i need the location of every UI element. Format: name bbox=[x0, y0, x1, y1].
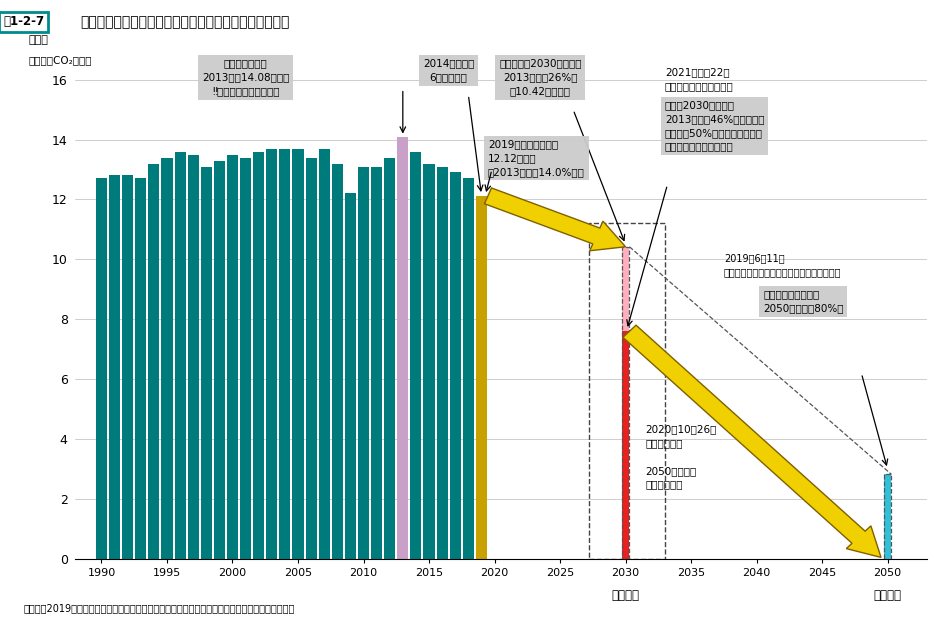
Bar bbox=[884, 474, 891, 559]
Text: 長期目標: 長期目標 bbox=[873, 589, 901, 602]
Bar bbox=[622, 331, 630, 559]
Text: 2019年6月11日
パリ協定に基づく成長戦略としての長期戦略: 2019年6月11日 パリ協定に基づく成長戦略としての長期戦略 bbox=[724, 253, 841, 277]
Polygon shape bbox=[485, 188, 626, 251]
Text: 2021年４月22日
温対本部・気候サミット: 2021年４月22日 温対本部・気候サミット bbox=[665, 68, 734, 91]
Bar bbox=[253, 152, 264, 559]
Polygon shape bbox=[623, 325, 881, 558]
Bar bbox=[476, 196, 487, 559]
Bar bbox=[371, 166, 382, 559]
Bar bbox=[344, 194, 356, 559]
Bar bbox=[384, 158, 395, 559]
Text: 新たな2030年度目標
2013年度比46%減を目指す
さらに、50%の高みに向けて、
挑戦を続けてまいります: 新たな2030年度目標 2013年度比46%減を目指す さらに、50%の高みに向… bbox=[665, 101, 764, 152]
Bar bbox=[136, 178, 147, 559]
Text: 排出量: 排出量 bbox=[28, 35, 48, 45]
Text: 基準年度排出量
2013年度14.08億トン
‼削減目標決定時の数値: 基準年度排出量 2013年度14.08億トン ‼削減目標決定時の数値 bbox=[202, 58, 289, 96]
Text: これまでの長期目標
2050年までに80%減: これまでの長期目標 2050年までに80%減 bbox=[763, 289, 844, 313]
Text: これまでの2030年度目標
2013年度比26%減
（10.42億トン）: これまでの2030年度目標 2013年度比26%減 （10.42億トン） bbox=[499, 58, 582, 96]
Bar bbox=[450, 173, 461, 559]
Bar bbox=[279, 148, 291, 559]
Bar bbox=[423, 163, 435, 559]
Bar bbox=[187, 155, 199, 559]
Text: 我が国の温室効果ガス削減の中期目標と長期目標の推移: 我が国の温室効果ガス削減の中期目標と長期目標の推移 bbox=[80, 15, 290, 29]
Bar bbox=[214, 160, 225, 559]
Bar bbox=[240, 158, 251, 559]
Bar bbox=[437, 166, 448, 559]
Bar bbox=[622, 247, 630, 559]
Text: （億トンCO₂換算）: （億トンCO₂換算） bbox=[28, 55, 92, 65]
Bar bbox=[174, 152, 185, 559]
Bar bbox=[332, 163, 343, 559]
Bar bbox=[410, 152, 422, 559]
Text: 2020年10月26日
総理所信演説: 2020年10月26日 総理所信演説 bbox=[646, 424, 717, 448]
Bar bbox=[358, 166, 369, 559]
Bar bbox=[149, 163, 159, 559]
Text: 2014年度以降
6年連続削減: 2014年度以降 6年連続削減 bbox=[423, 58, 474, 82]
Bar bbox=[227, 155, 238, 559]
Bar bbox=[96, 178, 107, 559]
Text: 2019年度（確報値）
12.12億トン
「2013年度比14.0%減」: 2019年度（確報値） 12.12億トン 「2013年度比14.0%減」 bbox=[488, 140, 585, 177]
Bar bbox=[109, 176, 120, 559]
Bar bbox=[122, 176, 134, 559]
Bar bbox=[463, 178, 474, 559]
Bar bbox=[589, 224, 665, 559]
Text: 2050年までに
排出実質ゼロ: 2050年までに 排出実質ゼロ bbox=[646, 466, 696, 489]
Text: 資料：「2019年度の温室効果ガス排出量（確報値）」及び「地球温暖化対策計画」より環境省作成: 資料：「2019年度の温室効果ガス排出量（確報値）」及び「地球温暖化対策計画」よ… bbox=[24, 604, 295, 614]
Bar bbox=[162, 158, 172, 559]
Bar bbox=[622, 247, 630, 559]
Text: 囱1-2-7: 囱1-2-7 bbox=[3, 16, 44, 28]
Bar bbox=[884, 474, 891, 559]
Bar bbox=[200, 166, 212, 559]
Bar bbox=[397, 137, 408, 559]
Text: 中期目標: 中期目標 bbox=[612, 589, 640, 602]
Bar bbox=[319, 148, 329, 559]
Bar bbox=[306, 158, 317, 559]
Bar bbox=[266, 148, 278, 559]
Bar bbox=[293, 148, 304, 559]
